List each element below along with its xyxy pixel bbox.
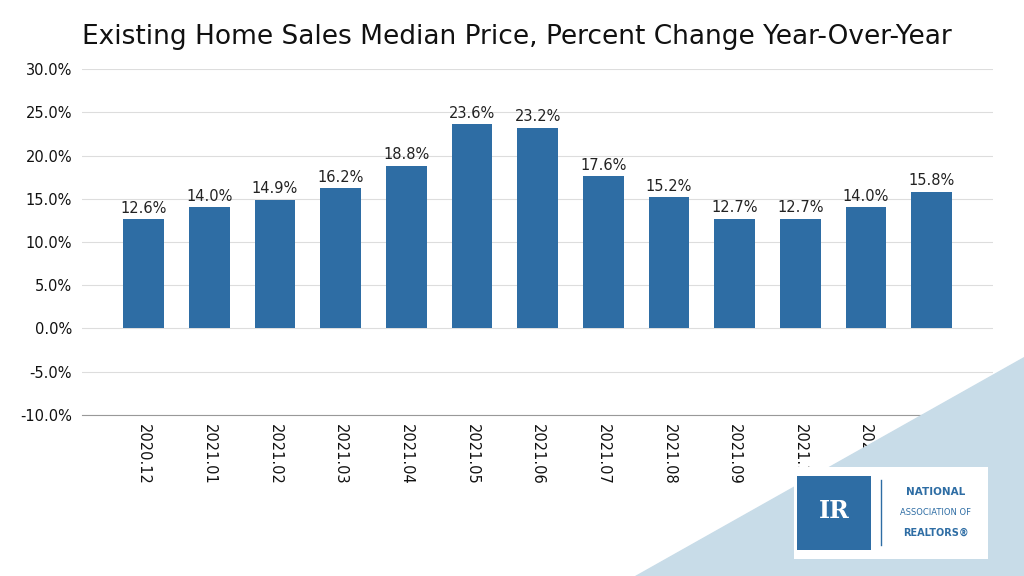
Text: 14.0%: 14.0% xyxy=(186,189,232,204)
Bar xyxy=(780,219,820,328)
Text: 17.6%: 17.6% xyxy=(580,158,627,173)
Text: 14.9%: 14.9% xyxy=(252,181,298,196)
Bar xyxy=(517,128,558,328)
Text: 15.8%: 15.8% xyxy=(908,173,954,188)
Bar xyxy=(714,219,755,328)
Bar xyxy=(846,207,886,328)
FancyBboxPatch shape xyxy=(798,476,871,550)
Text: REALTORS®: REALTORS® xyxy=(903,528,969,538)
Bar xyxy=(452,124,493,328)
Text: Existing Home Sales Median Price, Percent Change Year-Over-Year: Existing Home Sales Median Price, Percen… xyxy=(82,24,951,50)
Text: 23.2%: 23.2% xyxy=(514,109,561,124)
Bar xyxy=(255,200,295,328)
Text: 12.6%: 12.6% xyxy=(121,201,167,216)
Text: 16.2%: 16.2% xyxy=(317,170,364,185)
Text: 14.0%: 14.0% xyxy=(843,189,889,204)
Text: ASSOCIATION OF: ASSOCIATION OF xyxy=(900,508,971,517)
Text: 12.7%: 12.7% xyxy=(712,200,758,215)
Bar xyxy=(911,192,952,328)
Text: 12.7%: 12.7% xyxy=(777,200,823,215)
Bar xyxy=(648,197,689,328)
Bar xyxy=(583,176,624,328)
Bar xyxy=(386,166,427,328)
Text: IR: IR xyxy=(819,499,850,523)
Bar xyxy=(321,188,361,328)
Bar xyxy=(189,207,229,328)
Text: 23.6%: 23.6% xyxy=(449,106,495,121)
Text: 18.8%: 18.8% xyxy=(383,147,429,162)
Text: 15.2%: 15.2% xyxy=(646,179,692,194)
Bar xyxy=(123,219,164,328)
Text: NATIONAL: NATIONAL xyxy=(906,487,966,497)
